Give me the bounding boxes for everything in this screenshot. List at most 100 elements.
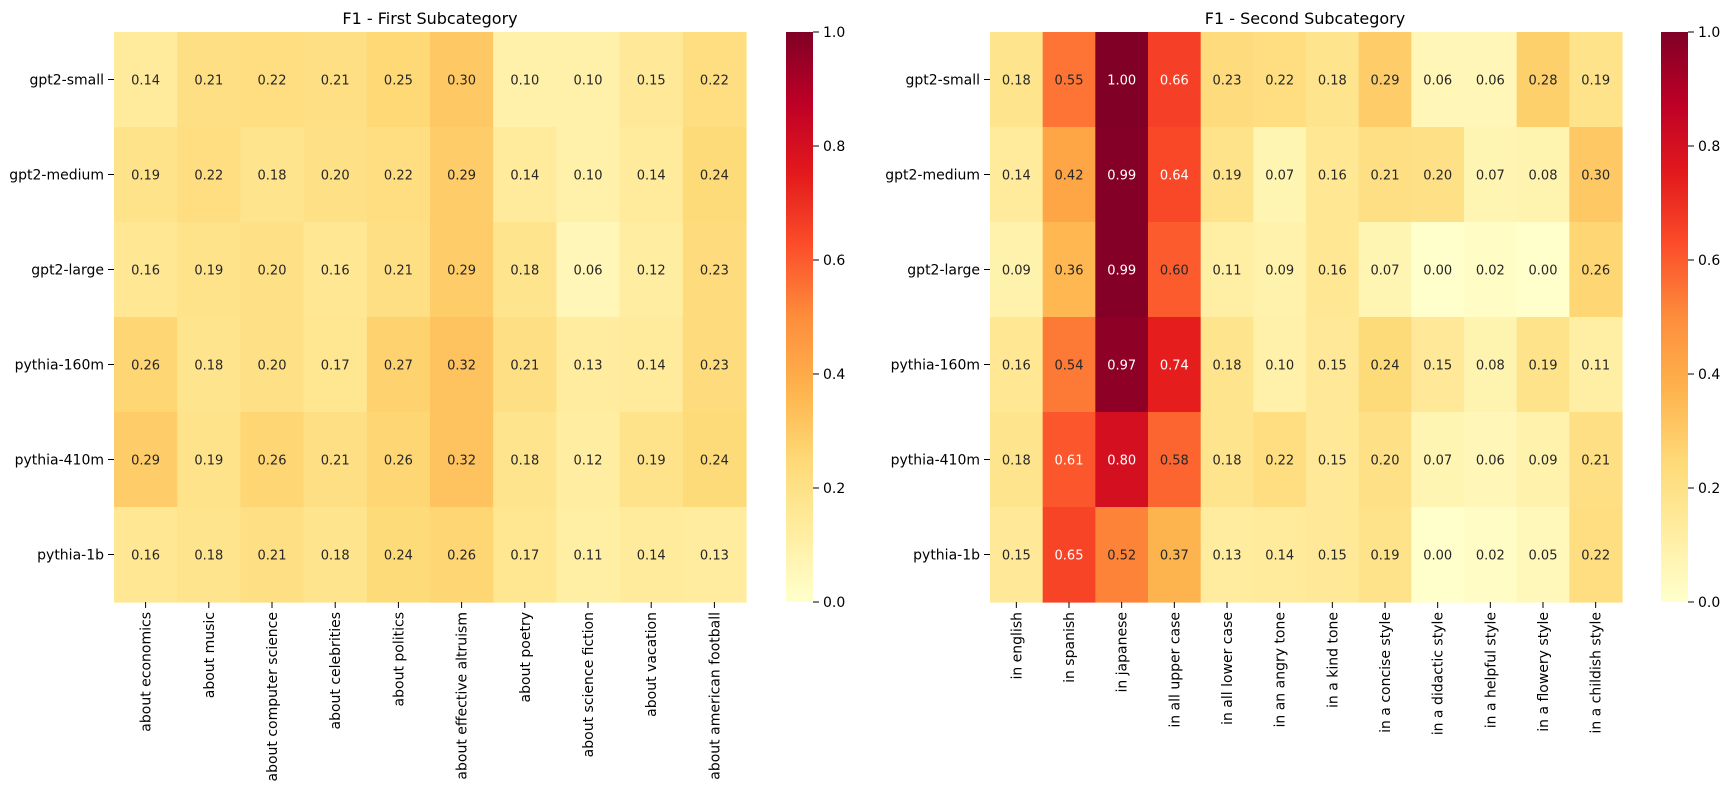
heatmap-cell — [1095, 317, 1149, 413]
heatmap-cell — [990, 412, 1044, 508]
cell-value-label: 0.15 — [1318, 359, 1347, 374]
cell-value-label: 0.23 — [700, 359, 729, 374]
cell-value-label: 0.20 — [258, 264, 287, 279]
cell-value-label: 0.02 — [1476, 549, 1505, 564]
heatmap-cell — [1095, 412, 1149, 508]
heatmap-cell — [430, 127, 494, 223]
cell-value-label: 0.24 — [384, 549, 413, 564]
heatmap-cell — [114, 317, 178, 413]
cell-value-label: 0.99 — [1107, 264, 1136, 279]
heatmap-cells: 0.18 0.55 1.00 0.66 0.23 0.22 0.18 0.29 0.06 0.06… — [990, 32, 1623, 603]
column-label: in english — [1009, 612, 1025, 680]
colorbar-tick-label: 0.6 — [1698, 253, 1720, 269]
cell-value-label: 0.29 — [447, 169, 476, 184]
cell-value-label: 0.13 — [700, 549, 729, 564]
heatmap-cell — [1148, 222, 1202, 318]
cell-value-label: 1.00 — [1107, 74, 1136, 89]
heatmap-cell — [366, 507, 431, 603]
heatmap-cell — [619, 222, 684, 318]
cell-value-label: 0.18 — [258, 169, 287, 184]
colorbar: 0.0 0.2 0.4 0.6 0.8 1.0 — [1661, 25, 1720, 611]
cell-value-label: 0.08 — [1529, 169, 1558, 184]
heatmap-cell — [1569, 317, 1623, 413]
heatmap-cell — [1200, 32, 1254, 128]
column-label: in a childish style — [1589, 612, 1605, 734]
cell-value-label: 0.24 — [700, 169, 729, 184]
cell-value-label: 0.18 — [1213, 454, 1242, 469]
heatmap-cell — [1306, 32, 1360, 128]
cell-value-label: 0.12 — [574, 454, 603, 469]
heatmap-cell — [1042, 32, 1096, 128]
cell-value-label: 0.14 — [637, 549, 666, 564]
cell-value-label: 0.21 — [510, 359, 539, 374]
heatmap-cell — [1253, 317, 1307, 413]
cell-value-label: 0.07 — [1371, 264, 1400, 279]
cell-value-label: 0.09 — [1265, 264, 1294, 279]
heatmap-cell — [1042, 412, 1096, 508]
heatmap-cell — [493, 412, 557, 508]
heatmap-cell — [682, 222, 747, 318]
heatmap-cell — [1253, 412, 1307, 508]
colorbar-tick-label: 0.0 — [1698, 595, 1720, 611]
heatmap-cell — [1095, 127, 1149, 223]
heatmap-cell — [1358, 127, 1412, 223]
column-label: about science fiction — [581, 612, 597, 757]
cell-value-label: 0.00 — [1529, 264, 1558, 279]
colorbar-gradient — [1661, 32, 1688, 602]
cell-value-label: 0.20 — [1371, 454, 1400, 469]
heatmap-cell — [177, 507, 241, 603]
row-label: gpt2-small — [29, 73, 104, 89]
heatmap-cell — [1042, 317, 1096, 413]
colorbar-tick-label: 0.2 — [823, 481, 845, 497]
cell-value-label: 0.19 — [194, 454, 223, 469]
heatmap-cell — [990, 127, 1044, 223]
heatmap-cell — [682, 412, 747, 508]
heatmap-second-subcategory: F1 - Second Subcategory 0.18 0.55 1.00 0.66… — [885, 9, 1720, 735]
cell-value-label: 0.14 — [1002, 169, 1031, 184]
heatmap-cell — [1464, 412, 1518, 508]
cell-value-label: 0.09 — [1529, 454, 1558, 469]
heatmap-cell — [1569, 412, 1623, 508]
cell-value-label: 0.21 — [1581, 454, 1610, 469]
heatmap-cell — [366, 32, 431, 128]
cell-value-label: 0.10 — [574, 169, 603, 184]
cell-value-label: 0.58 — [1160, 454, 1189, 469]
row-labels: gpt2-small gpt2-medium gpt2-large pythia-16… — [9, 73, 114, 564]
cell-value-label: 0.18 — [1002, 74, 1031, 89]
cell-value-label: 0.21 — [384, 264, 413, 279]
cell-value-label: 0.22 — [1581, 549, 1610, 564]
heatmap-cell — [556, 222, 621, 318]
cell-value-label: 0.11 — [1213, 264, 1242, 279]
chart-title: F1 - First Subcategory — [342, 9, 517, 28]
column-labels: about economics about music about computer… — [139, 602, 723, 782]
heatmap-cell — [556, 127, 621, 223]
cell-value-label: 0.12 — [637, 264, 666, 279]
cell-value-label: 0.00 — [1423, 549, 1452, 564]
heatmap-cell — [303, 317, 368, 413]
cell-value-label: 0.14 — [637, 169, 666, 184]
heatmap-cell — [682, 32, 747, 128]
heatmap-cell — [556, 32, 621, 128]
heatmap-cell — [1148, 317, 1202, 413]
column-label: about effective altruism — [455, 612, 471, 780]
cell-value-label: 0.19 — [194, 264, 223, 279]
heatmap-cell — [1569, 127, 1623, 223]
heatmap-cell — [1095, 222, 1149, 318]
cell-value-label: 0.19 — [131, 169, 160, 184]
cell-value-label: 0.18 — [194, 549, 223, 564]
heatmap-cell — [619, 32, 684, 128]
heatmap-cell — [177, 412, 241, 508]
heatmap-cell — [1464, 32, 1518, 128]
heatmap-cell — [619, 412, 684, 508]
cell-value-label: 0.10 — [574, 74, 603, 89]
cell-value-label: 0.32 — [447, 359, 476, 374]
heatmap-cell — [303, 412, 368, 508]
cell-value-label: 0.13 — [574, 359, 603, 374]
cell-value-label: 0.22 — [700, 74, 729, 89]
column-label: in spanish — [1062, 612, 1078, 683]
cell-value-label: 0.15 — [1318, 549, 1347, 564]
heatmap-cell — [430, 412, 494, 508]
heatmap-cell — [1253, 222, 1307, 318]
heatmap-cell — [990, 507, 1044, 603]
cell-value-label: 0.28 — [1529, 74, 1558, 89]
